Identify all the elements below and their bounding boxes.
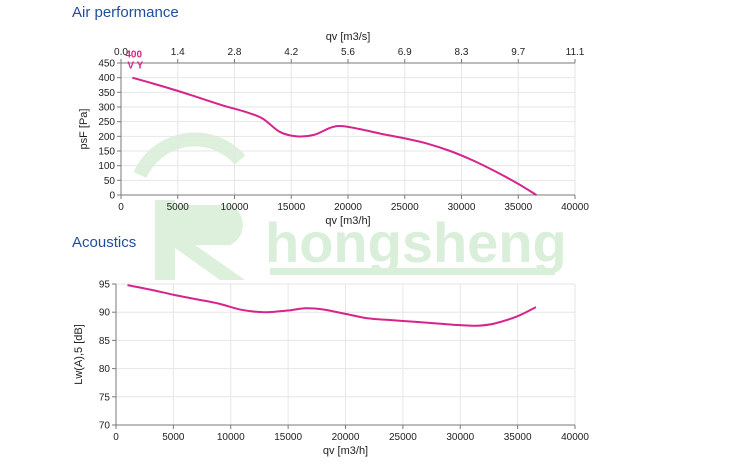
y-tick-label: 95 — [99, 280, 111, 291]
y-tick-label: 100 — [98, 161, 115, 172]
x-tick-label: 20000 — [332, 432, 360, 443]
y-tick-label: 75 — [99, 392, 111, 403]
x-tick-label: 10000 — [217, 432, 245, 443]
y-tick-label: 350 — [98, 88, 115, 99]
x-tick-label: 15000 — [274, 432, 302, 443]
y-tick-label: 300 — [98, 103, 115, 114]
x-tick-label: 35000 — [504, 202, 532, 213]
y-tick-label: 70 — [99, 421, 111, 432]
x-axis-label: qv [m3/h] — [325, 215, 370, 227]
y-tick-label: 250 — [98, 117, 115, 128]
x-tick-label: 25000 — [389, 432, 417, 443]
y-tick-label: 85 — [99, 336, 111, 347]
x-tick-label: 20000 — [334, 202, 362, 213]
air-performance-title: Air performance — [72, 4, 179, 21]
y-tick-label: 50 — [104, 176, 116, 187]
y-tick-label: 450 — [98, 59, 115, 70]
x-tick-label: 5000 — [162, 432, 185, 443]
x-tick-label: 40000 — [561, 432, 589, 443]
x-tick-label: 25000 — [391, 202, 419, 213]
x-tick-label: 15000 — [277, 202, 305, 213]
x-tick-label: 40000 — [561, 202, 589, 213]
watermark-logo-icon — [133, 132, 246, 280]
y-axis-label: Lw(A),5 [dB] — [73, 324, 85, 385]
top-tick-label: 8.3 — [455, 47, 469, 58]
y-tick-label: 200 — [98, 132, 115, 143]
x-tick-label: 0 — [118, 202, 124, 213]
x-tick-label: 10000 — [221, 202, 249, 213]
y-axis-label: psF [Pa] — [78, 109, 90, 150]
top-tick-label: 2.8 — [228, 47, 242, 58]
top-tick-label: 4.2 — [284, 47, 298, 58]
x-tick-label: 0 — [113, 432, 119, 443]
watermark-text: hongsheng — [265, 211, 567, 274]
x-tick-label: 35000 — [504, 432, 532, 443]
y-tick-label: 90 — [99, 308, 111, 319]
y-tick-label: 400 — [98, 73, 115, 84]
operating-point-marks: V Y — [127, 61, 143, 72]
top-tick-label: 11.1 — [566, 47, 585, 58]
acoustics-title: Acoustics — [72, 234, 137, 251]
y-tick-label: 80 — [99, 364, 111, 375]
top-tick-label: 6.9 — [398, 47, 412, 58]
operating-point-label: 400 — [125, 50, 142, 61]
series-line — [127, 284, 537, 327]
y-tick-label: 0 — [109, 191, 115, 202]
x-tick-label: 30000 — [446, 432, 474, 443]
x-tick-label: 30000 — [448, 202, 476, 213]
top-tick-label: 1.4 — [171, 47, 185, 58]
top-tick-label: 9.7 — [511, 47, 525, 58]
watermark-underline — [270, 268, 555, 275]
series-line — [132, 76, 537, 196]
top-axis-label: qv [m3/s] — [326, 31, 371, 43]
x-axis-label: qv [m3/h] — [323, 445, 368, 457]
y-tick-label: 150 — [98, 147, 115, 158]
top-tick-label: 0.0 — [114, 47, 128, 58]
x-tick-label: 5000 — [167, 202, 190, 213]
top-tick-label: 5.6 — [341, 47, 355, 58]
